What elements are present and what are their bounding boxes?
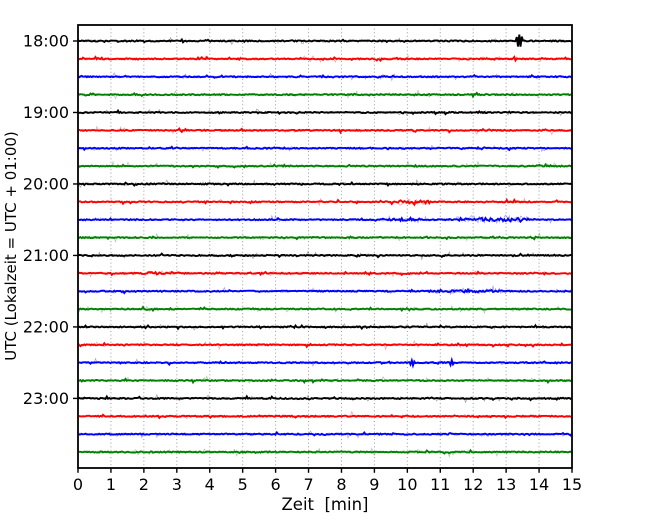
trace-19:15 <box>77 127 573 135</box>
trace-20:30 <box>77 215 573 224</box>
y-tick-label: 21:00 <box>23 246 69 265</box>
x-axis-label: Zeit [min] <box>281 495 369 514</box>
x-tick-label: 12 <box>463 475 483 494</box>
x-tick-label: 11 <box>430 475 450 494</box>
x-tick-label: 8 <box>336 475 346 494</box>
trace-23:15 <box>77 413 572 420</box>
trace-21:15 <box>77 270 573 277</box>
trace-23:30 <box>77 430 573 437</box>
trace-18:45 <box>77 91 572 99</box>
axes-spines <box>77 24 573 469</box>
trace-22:00 <box>77 323 573 331</box>
trace-19:00 <box>77 108 573 116</box>
trace-22:30 <box>77 356 572 369</box>
x-tick-label: 1 <box>106 475 116 494</box>
trace-21:45 <box>77 305 572 313</box>
trace-23:00 <box>77 394 573 402</box>
x-tick-label: 0 <box>73 475 83 494</box>
y-axis-label: UTC (Lokalzeit = UTC + 01:00) <box>2 131 20 361</box>
y-tick-label: 19:00 <box>23 103 69 122</box>
trace-20:45 <box>77 235 573 241</box>
trace-21:00 <box>77 252 573 259</box>
x-tick-label: 9 <box>369 475 379 494</box>
x-tick-label: 13 <box>496 475 516 494</box>
x-tick-label: 10 <box>397 475 417 494</box>
trace-21:30 <box>77 287 573 295</box>
y-tick-label: 18:00 <box>23 32 69 51</box>
trace-18:00 <box>77 34 572 47</box>
y-tick-label: 20:00 <box>23 174 69 193</box>
trace-19:45 <box>77 162 573 169</box>
trace-22:15 <box>77 341 572 349</box>
trace-20:00 <box>77 181 573 188</box>
trace-20:15 <box>77 198 572 207</box>
y-tick-label: 23:00 <box>23 389 69 408</box>
trace-18:30 <box>77 73 572 79</box>
x-tick-label: 14 <box>529 475 549 494</box>
trace-22:45 <box>77 377 573 385</box>
x-tick-label: 3 <box>172 475 182 494</box>
y-tick-label: 22:00 <box>23 317 69 336</box>
x-tick-label: 7 <box>303 475 313 494</box>
x-tick-label: 15 <box>562 475 582 494</box>
trace-18:15 <box>77 55 572 63</box>
x-tick-label: 4 <box>205 475 215 494</box>
x-tick-label: 5 <box>238 475 248 494</box>
trace-19:30 <box>77 145 572 152</box>
x-tick-label: 6 <box>271 475 281 494</box>
x-tick-label: 2 <box>139 475 149 494</box>
trace-23:45 <box>77 448 573 455</box>
